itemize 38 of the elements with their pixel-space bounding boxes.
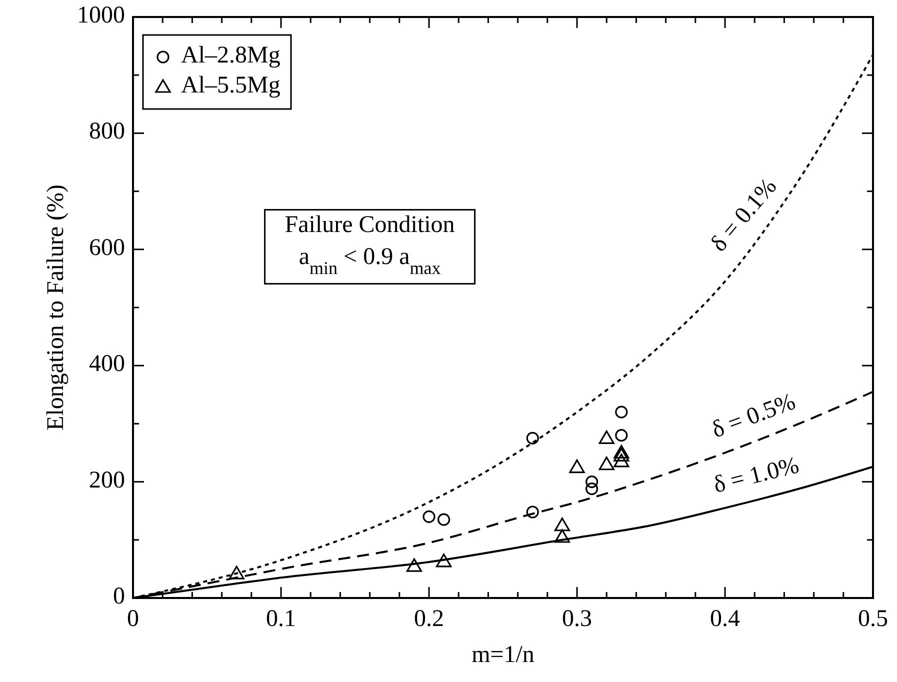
point <box>406 558 422 572</box>
point <box>554 518 570 532</box>
legend-label: Al–2.8Mg <box>181 42 280 69</box>
y-tick-label: 600 <box>89 234 125 261</box>
point <box>438 513 450 526</box>
text: δ = 0.5% <box>708 388 800 444</box>
point <box>554 529 570 543</box>
point <box>586 476 598 488</box>
x-tick-label: 0.4 <box>710 606 740 632</box>
point <box>598 456 614 470</box>
point <box>436 554 452 568</box>
point <box>228 566 244 580</box>
x-tick-label: 0.3 <box>562 606 592 632</box>
y-axis-title: Elongation to Failure (%) <box>43 184 69 430</box>
point <box>615 406 628 418</box>
point <box>614 444 630 459</box>
point <box>614 454 630 468</box>
x-tick-label: 0.1 <box>266 606 296 632</box>
point <box>422 510 436 523</box>
y-tick-label: 1000 <box>77 2 125 29</box>
y-tick-label: 0 <box>113 584 125 610</box>
point <box>526 432 539 445</box>
y-tick-label: 400 <box>89 351 125 378</box>
x-tick-label: 0.5 <box>858 606 888 632</box>
point <box>614 448 630 462</box>
annotation: Failure Condition <box>284 212 455 238</box>
annotation: a$_{min}$ < 0.9 a$_{max}$ <box>298 244 441 278</box>
y-tick-label: 200 <box>89 467 125 494</box>
point <box>569 459 585 474</box>
point <box>586 482 598 496</box>
point <box>526 506 539 518</box>
legend-label: Al–5.5Mg <box>181 72 280 99</box>
x-tick-label: 0.2 <box>414 606 444 632</box>
text: δ = 1.0% <box>711 452 802 499</box>
point <box>598 430 614 444</box>
point <box>615 429 628 442</box>
y-tick-label: 800 <box>89 118 125 145</box>
x-axis-title: m=1/n <box>472 642 534 668</box>
